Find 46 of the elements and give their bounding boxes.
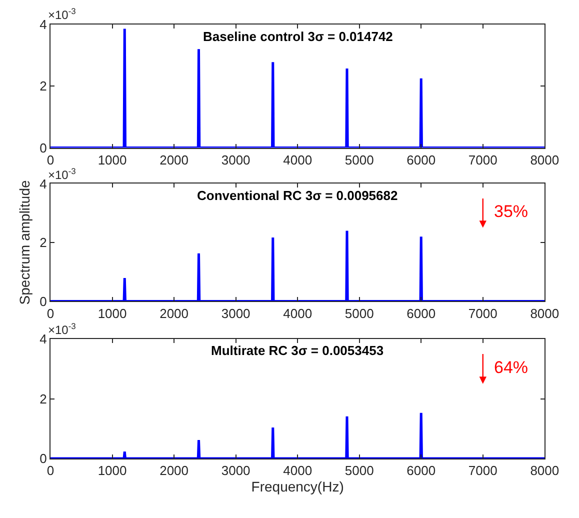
y-tick-label: 0 (40, 451, 47, 466)
y-tick-label: 0 (40, 294, 47, 309)
y-tick-label: 4 (40, 17, 47, 32)
x-tick-label: 4000 (283, 306, 312, 321)
x-axis-title: Frequency(Hz) (251, 478, 344, 494)
text: ×10$^{-3}$ (48, 321, 76, 338)
y-tick-label: 0 (40, 140, 47, 156)
x-tick-label: 3000 (221, 152, 250, 168)
x-tick-label: 3000 (221, 463, 250, 478)
y-axis-title: Spectrum amplitude (16, 180, 32, 305)
x-tick-label: 3000 (221, 306, 250, 321)
line-series (50, 229, 545, 302)
line-series (50, 412, 545, 459)
x-tick-label: 6000 (406, 306, 436, 321)
x-tick-label: 1000 (98, 463, 127, 478)
x-tick-label: 2000 (160, 463, 189, 478)
x-tick-label: 2000 (160, 152, 189, 168)
x-tick-label: 5000 (344, 152, 374, 168)
annotation: 64% (494, 358, 528, 377)
x-tick-label: 4000 (283, 463, 312, 478)
y-tick-label: 2 (40, 78, 47, 94)
x-tick-label: 7000 (468, 306, 498, 321)
x-tick-label: 7000 (468, 152, 498, 168)
x-tick-label: 8000 (530, 306, 560, 321)
y-tick-label: 4 (40, 176, 47, 192)
x-tick-label: 8000 (530, 463, 560, 478)
y-tick-label: 2 (40, 391, 47, 406)
x-tick-label: 1000 (98, 306, 127, 321)
annotation: 35% (494, 202, 528, 221)
x-tick-label: 7000 (468, 463, 498, 478)
chart-title: Multirate RC 3σ = 0.0053453 (211, 343, 384, 358)
x-tick-label: 1000 (98, 152, 127, 168)
x-tick-label: 6000 (406, 152, 436, 168)
chart-title: Baseline control 3σ = 0.014742 (203, 29, 393, 44)
x-tick-label: 4000 (283, 152, 312, 168)
x-tick-label: 2000 (160, 306, 189, 321)
text: ×10$^{-3}$ (48, 6, 76, 22)
x-tick-label: 5000 (344, 306, 374, 321)
x-tick-label: 5000 (344, 463, 374, 478)
line-series (50, 28, 545, 148)
text: ×10$^{-3}$ (48, 166, 76, 182)
x-tick-label: 6000 (406, 463, 436, 478)
x-tick-label: 8000 (530, 152, 560, 168)
chart-title: Conventional RC 3σ = 0.0095682 (197, 188, 398, 203)
y-tick-label: 2 (40, 235, 47, 250)
y-tick-label: 4 (40, 332, 47, 347)
